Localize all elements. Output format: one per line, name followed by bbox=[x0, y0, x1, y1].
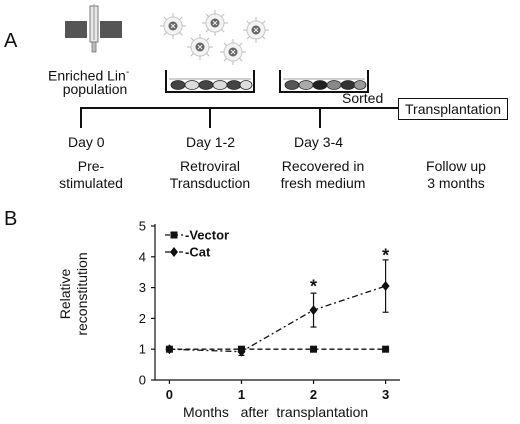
data-point-vector bbox=[382, 345, 390, 353]
culture-dish-transduction bbox=[165, 70, 255, 93]
significance-star: * bbox=[382, 246, 389, 266]
y-tick-label: 1 bbox=[139, 342, 146, 357]
x-axis-label: Months after transplantation bbox=[183, 404, 369, 420]
x-tick-label: 0 bbox=[166, 387, 173, 402]
y-tick-label: 4 bbox=[139, 249, 146, 264]
data-point-cat bbox=[309, 305, 318, 316]
data-point-vector bbox=[237, 345, 245, 353]
timeline-day-1: Day 1-2 bbox=[186, 134, 236, 150]
data-point-vector bbox=[165, 345, 173, 353]
retrovirus-particles-illustration bbox=[159, 9, 270, 66]
population-label-main: Enriched Lin bbox=[48, 67, 126, 84]
timeline-desc-0-line2: stimulated bbox=[59, 175, 123, 191]
transplantation-box: Transplantation bbox=[398, 98, 508, 120]
timeline-desc-3-line1: Follow up bbox=[426, 158, 486, 174]
legend-label-cat: -Cat bbox=[185, 245, 211, 260]
timeline-day-0: Day 0 bbox=[68, 134, 105, 150]
timeline-desc-2-line2: fresh medium bbox=[280, 175, 366, 191]
panel-b-letter: B bbox=[4, 208, 18, 230]
data-point-vector bbox=[310, 345, 318, 353]
legend-label-vector: -Vector bbox=[185, 228, 229, 243]
timeline-desc-1-line2: Transduction bbox=[169, 175, 251, 191]
x-tick-label: 1 bbox=[238, 387, 245, 402]
significance-star: * bbox=[310, 277, 317, 297]
x-tick-label: 3 bbox=[382, 387, 389, 402]
y-tick-label: 5 bbox=[139, 219, 146, 234]
magnetic-column-icon bbox=[65, 4, 122, 53]
y-tick-label: 0 bbox=[139, 373, 146, 388]
series-line-cat bbox=[169, 285, 386, 353]
culture-dish-recovery bbox=[279, 70, 369, 93]
y-axis-label: Relative reconstitution bbox=[57, 209, 91, 379]
y-axis-label-line2: reconstitution bbox=[74, 252, 90, 336]
timeline-desc-2-line1: Recovered in bbox=[281, 158, 365, 174]
panel-a-letter: A bbox=[4, 30, 18, 52]
data-point-cat bbox=[381, 281, 390, 292]
timeline-day-2: Day 3-4 bbox=[294, 134, 344, 150]
population-label-sup: - bbox=[125, 67, 130, 78]
reconstitution-chart: 0 1 2 3 4 5 0 1 2 3 * * -Vector -Cat bbox=[139, 219, 400, 402]
sorted-label: Sorted bbox=[342, 90, 384, 106]
population-label: Enriched Lin- bbox=[48, 64, 168, 85]
y-axis-label-line1: Relative bbox=[57, 268, 73, 320]
x-tick-label: 2 bbox=[310, 387, 317, 402]
timeline-desc-1-line1: Retroviral bbox=[180, 158, 240, 174]
timeline-axis bbox=[80, 107, 400, 128]
timeline-desc-3-line2: 3 months bbox=[427, 175, 485, 191]
legend-marker-cat bbox=[170, 247, 178, 257]
timeline-desc-0-line1: Pre- bbox=[77, 158, 105, 174]
y-tick-label: 2 bbox=[139, 311, 146, 326]
legend-marker-vector bbox=[170, 231, 178, 239]
population-label-line2: population bbox=[62, 81, 128, 97]
y-tick-label: 3 bbox=[139, 280, 146, 295]
